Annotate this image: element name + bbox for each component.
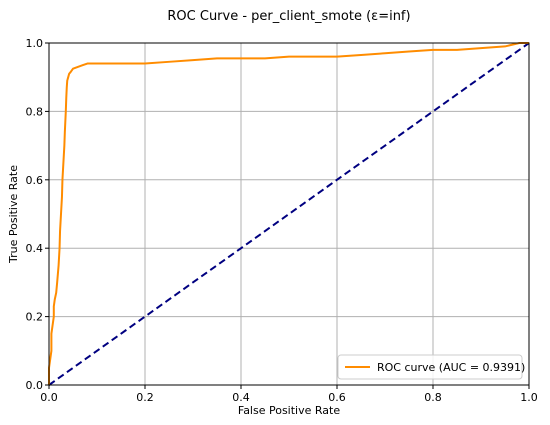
y-tick-label: 0.6 [26, 174, 44, 187]
y-tick-label: 0.4 [26, 242, 44, 255]
axis-ticks: 0.0 0.2 0.4 0.6 0.8 1.0 0.0 0.2 0.4 0.6 0.8 1.0 [26, 37, 538, 404]
x-tick-label: 1.0 [520, 391, 538, 404]
y-tick-label: 0.0 [26, 379, 44, 392]
legend: ROC curve (AUC = 0.9391) [337, 354, 525, 380]
chance-diagonal-line [48, 42, 530, 386]
legend-box [337, 354, 523, 380]
chart-title: ROC Curve - per_client_smote (ε=inf) [167, 9, 410, 24]
y-tick-label: 0.2 [26, 311, 44, 324]
x-tick-label: 0.0 [40, 391, 58, 404]
x-tick-label: 0.2 [136, 391, 154, 404]
roc-curve-line [48, 42, 529, 385]
y-tick-label: 1.0 [26, 37, 44, 50]
legend-label: ROC curve (AUC = 0.9391) [377, 361, 525, 374]
plot-frame [48, 42, 530, 386]
series-layer [48, 42, 530, 386]
x-tick-label: 0.6 [328, 391, 346, 404]
y-axis-label: True Positive Rate [7, 165, 20, 264]
x-tick-label: 0.8 [424, 391, 442, 404]
y-tick-label: 0.8 [26, 105, 44, 118]
x-tick-label: 0.4 [232, 391, 250, 404]
x-axis-label: False Positive Rate [238, 404, 340, 417]
